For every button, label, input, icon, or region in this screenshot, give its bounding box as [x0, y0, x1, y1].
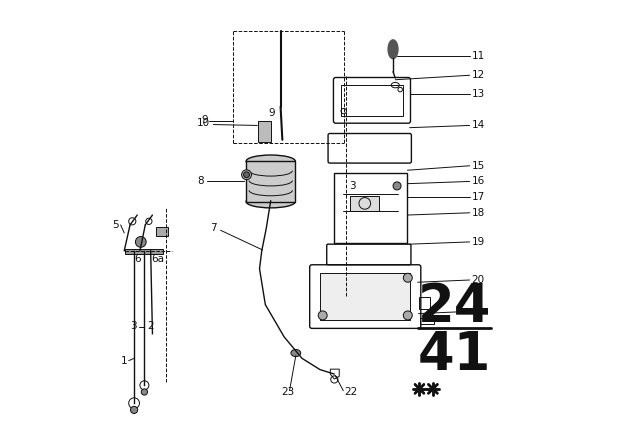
Circle shape [393, 182, 401, 190]
Circle shape [403, 273, 412, 282]
Text: 16: 16 [472, 177, 484, 186]
Text: 18: 18 [472, 208, 484, 218]
Text: 7: 7 [211, 224, 217, 233]
Ellipse shape [291, 349, 301, 357]
Ellipse shape [246, 155, 296, 168]
Text: 41: 41 [418, 329, 491, 381]
Bar [334, 173, 407, 243]
Circle shape [131, 406, 138, 414]
Bar [258, 121, 271, 142]
Text: 21: 21 [472, 306, 484, 316]
Text: 9: 9 [201, 115, 208, 125]
Text: 10: 10 [196, 118, 210, 128]
Text: 13: 13 [472, 89, 484, 99]
Bar [125, 249, 163, 254]
Ellipse shape [244, 172, 250, 178]
Circle shape [403, 311, 412, 320]
Text: 15: 15 [472, 161, 484, 171]
Text: 2: 2 [148, 321, 154, 331]
Text: 6: 6 [134, 254, 141, 264]
Bar [341, 85, 403, 116]
Text: 24: 24 [418, 281, 491, 333]
Text: 11: 11 [472, 51, 484, 61]
Bar [350, 196, 379, 211]
Circle shape [141, 389, 148, 395]
Ellipse shape [388, 40, 398, 59]
Text: 9: 9 [268, 108, 275, 118]
Circle shape [318, 311, 327, 320]
Text: 14: 14 [472, 121, 484, 130]
Bar [156, 227, 168, 236]
Bar [246, 161, 296, 202]
Bar [320, 273, 410, 320]
Text: 1: 1 [121, 356, 127, 366]
Text: 19: 19 [472, 237, 484, 247]
Ellipse shape [246, 195, 296, 208]
Bar [420, 318, 434, 324]
Text: 17: 17 [472, 192, 484, 202]
Text: 23: 23 [281, 387, 294, 396]
Text: 3: 3 [131, 321, 137, 331]
Circle shape [136, 237, 146, 247]
Text: 12: 12 [472, 70, 484, 80]
Text: 5: 5 [113, 220, 119, 230]
Text: 22: 22 [345, 387, 358, 396]
Bar [419, 297, 430, 309]
Ellipse shape [242, 170, 252, 180]
Text: 8: 8 [197, 177, 204, 186]
Text: 6a: 6a [151, 254, 164, 264]
Text: 3: 3 [349, 181, 356, 191]
Text: 20: 20 [472, 275, 484, 285]
